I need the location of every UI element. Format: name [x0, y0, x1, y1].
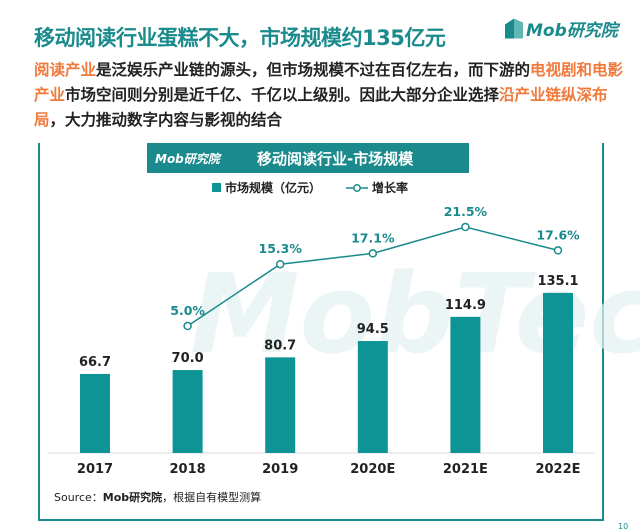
- bar-value-label: 70.0: [172, 351, 204, 366]
- bar: [543, 292, 573, 453]
- legend-line: 增长率: [346, 179, 408, 196]
- bar-value-label: 66.7: [79, 355, 111, 370]
- source-org: Mob研究院: [102, 491, 163, 504]
- source-prefix: Source：: [54, 491, 103, 504]
- x-tick-label: 2020E: [350, 462, 395, 477]
- bar-value-label: 114.9: [445, 298, 486, 313]
- x-tick-label: 2019: [262, 462, 298, 477]
- growth-value-label: 5.0%: [170, 303, 205, 318]
- growth-point: [461, 222, 470, 232]
- header-logo: Mob研究院: [155, 152, 220, 166]
- chart-header: Mob研究院 移动阅读行业-市场规模: [147, 143, 469, 173]
- legend-line-swatch: [346, 183, 368, 192]
- bar-value-label: 135.1: [537, 274, 578, 289]
- source-rest: ，根据自有模型测算: [162, 491, 262, 504]
- x-tick-label: 2022E: [535, 462, 580, 477]
- highlight-text: 电视剧和电影产业: [34, 61, 624, 104]
- mob-logo: Mob研究院: [505, 16, 618, 41]
- body-text-segment: 市场空间则分别是近千亿、千亿以上级别。因此大部分企业选择: [65, 86, 500, 104]
- growth-value-label: 17.1%: [351, 230, 395, 245]
- building-logo-icon: [505, 18, 523, 39]
- x-tick-label: 2017: [77, 462, 113, 477]
- highlight-text: 阅读产业: [34, 61, 97, 79]
- growth-point: [368, 249, 378, 258]
- growth-point: [553, 246, 563, 255]
- growth-point: [183, 321, 192, 331]
- bar: [357, 341, 388, 453]
- page-title: 移动阅读行业蛋糕不大，市场规模约135亿元: [34, 26, 446, 50]
- legend-line-label: 增长率: [372, 181, 409, 195]
- source-note: Source：Mob研究院，根据自有模型测算: [54, 489, 261, 505]
- body-text-segment: 是泛娱乐产业链的源头，但市场规模不过在百亿左右，而下游的: [96, 61, 531, 79]
- bar: [80, 373, 110, 453]
- body-text-segment: ，大力推动数字内容与影视的结合: [49, 111, 283, 129]
- growth-point: [275, 259, 285, 269]
- bar: [172, 370, 203, 453]
- highlight-text: 沿产业链纵深布局: [34, 86, 608, 129]
- growth-value-label: 15.3%: [259, 241, 303, 256]
- bar-value-label: 80.7: [264, 338, 296, 353]
- growth-value-label: 17.6%: [536, 227, 580, 242]
- legend-bar-swatch: [212, 183, 221, 192]
- bar-value-label: 94.5: [357, 322, 389, 337]
- x-tick-label: 2021E: [443, 462, 488, 477]
- legend-bar: 市场规模（亿元）: [212, 179, 321, 196]
- legend-bar-label: 市场规模（亿元）: [225, 181, 322, 195]
- page-number: 10: [618, 522, 629, 530]
- summary-text: 阅读产业是泛娱乐产业链的源头，但市场规模不过在百亿左右，而下游的电视剧和电影产业…: [34, 58, 624, 133]
- x-tick-label: 2018: [170, 462, 206, 477]
- chart-frame: [38, 143, 604, 521]
- growth-value-label: 21.5%: [444, 204, 488, 219]
- chart-title: 移动阅读行业-市场规模: [257, 150, 414, 168]
- bar: [265, 357, 296, 453]
- logo-text: Mob研究院: [526, 21, 618, 41]
- bar: [450, 316, 481, 453]
